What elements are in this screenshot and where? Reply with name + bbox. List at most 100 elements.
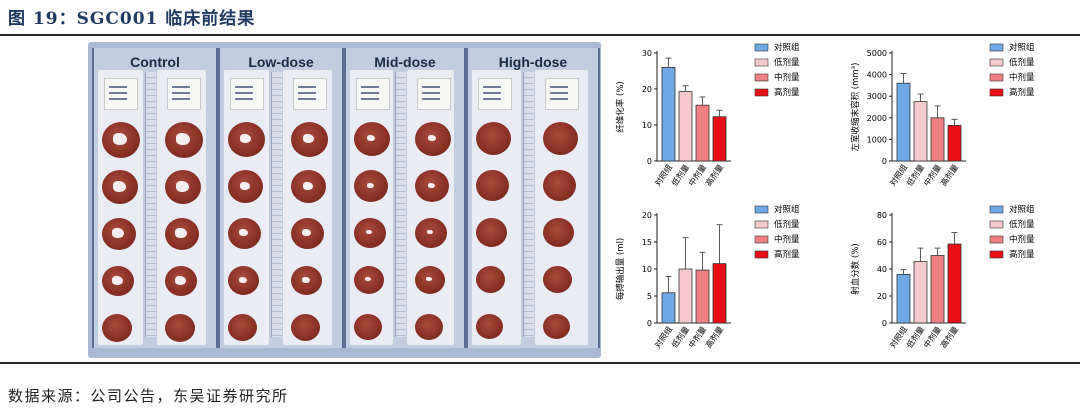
y-axis-label: 每搏输出量 (ml) bbox=[615, 238, 626, 300]
bar bbox=[678, 268, 693, 324]
heart-cavity bbox=[303, 134, 314, 143]
y-axis-label: 射血分数 (%) bbox=[850, 243, 861, 294]
heart-cavity bbox=[366, 182, 374, 188]
legend-label: 中剂量 bbox=[774, 234, 800, 245]
heart-section bbox=[543, 218, 574, 247]
bar bbox=[947, 124, 962, 162]
y-tick-label: 30 bbox=[642, 49, 652, 58]
legend-swatch bbox=[754, 235, 769, 244]
paper-strip bbox=[283, 70, 332, 345]
heart-cavity bbox=[365, 277, 371, 281]
heart-section bbox=[543, 122, 578, 155]
y-tick-label: 5000 bbox=[867, 49, 887, 58]
y-axis-label: 纤维化率 (%) bbox=[615, 81, 626, 132]
legend-swatch bbox=[754, 58, 769, 67]
heart-section bbox=[354, 170, 388, 202]
paper-strip bbox=[350, 70, 393, 345]
y-tick-label: 15 bbox=[642, 238, 652, 247]
heart-cavity bbox=[112, 180, 126, 192]
heart-section bbox=[228, 122, 265, 157]
heart-cavity bbox=[113, 133, 127, 145]
heart-section bbox=[415, 314, 443, 340]
bar bbox=[695, 269, 710, 324]
heart-section bbox=[476, 266, 505, 293]
heart-section bbox=[102, 314, 132, 342]
heart-section-photo: Control Low-dose Mid-dose High-dose bbox=[88, 42, 601, 358]
y-tick-label: 4000 bbox=[867, 71, 887, 80]
heart-section bbox=[165, 218, 199, 250]
bar bbox=[695, 104, 710, 162]
heart-section bbox=[102, 170, 138, 204]
legend-swatch bbox=[754, 73, 769, 82]
heart-section bbox=[543, 266, 572, 293]
specimen-label bbox=[293, 78, 327, 110]
legend-label: 高剂量 bbox=[774, 87, 800, 98]
legend-swatch bbox=[989, 88, 1004, 97]
legend-label: 中剂量 bbox=[1009, 234, 1035, 245]
heart-section bbox=[165, 170, 201, 204]
y-tick-label: 3000 bbox=[867, 92, 887, 101]
specimen-label bbox=[104, 78, 138, 110]
y-tick-label: 5 bbox=[647, 292, 652, 301]
legend-swatch bbox=[989, 235, 1004, 244]
paper-strip bbox=[472, 70, 521, 345]
heart-section bbox=[354, 218, 386, 248]
heart-cavity bbox=[302, 229, 311, 236]
heart-section bbox=[415, 170, 449, 202]
heart-section bbox=[476, 170, 509, 201]
heart-cavity bbox=[427, 182, 435, 188]
bar bbox=[712, 263, 727, 324]
heart-section bbox=[354, 314, 382, 340]
y-tick-label: 0 bbox=[647, 319, 652, 328]
heart-cavity bbox=[367, 135, 375, 141]
specimen-label bbox=[356, 78, 390, 110]
y-tick-label: 1000 bbox=[867, 135, 887, 144]
heart-cavity bbox=[239, 229, 248, 236]
y-tick-label: 20 bbox=[642, 85, 652, 94]
legend-label: 高剂量 bbox=[774, 249, 800, 260]
bar bbox=[661, 292, 676, 324]
heart-section bbox=[354, 266, 384, 294]
heart-section bbox=[291, 266, 322, 295]
y-tick-label: 10 bbox=[642, 121, 652, 130]
paper-strip bbox=[407, 70, 454, 345]
ruler bbox=[145, 72, 156, 337]
ruler bbox=[271, 72, 282, 337]
heart-section bbox=[291, 314, 320, 341]
heart-cavity bbox=[174, 275, 186, 285]
specimen-label bbox=[478, 78, 512, 110]
specimen-label bbox=[545, 78, 579, 110]
heart-section bbox=[228, 170, 263, 203]
bar bbox=[930, 117, 945, 162]
heart-section bbox=[165, 314, 195, 342]
heart-section bbox=[291, 122, 328, 157]
bar bbox=[947, 243, 962, 324]
heart-section bbox=[165, 122, 203, 158]
legend-swatch bbox=[754, 88, 769, 97]
heart-section bbox=[543, 170, 576, 201]
chart-panel: 每搏输出量 (ml)05101520对照组低剂量中剂量高剂量对照组低剂量中剂量高… bbox=[615, 204, 800, 350]
y-tick-label: 0 bbox=[882, 319, 887, 328]
heart-section bbox=[228, 266, 259, 295]
heart-section bbox=[354, 122, 390, 156]
bar bbox=[896, 274, 911, 324]
x-tick-label: 高剂量 bbox=[703, 162, 725, 187]
paper-strip bbox=[98, 70, 143, 345]
heart-section bbox=[102, 122, 140, 158]
heart-section bbox=[415, 218, 447, 248]
legend-label: 低剂量 bbox=[1009, 219, 1035, 230]
specimen-label bbox=[167, 78, 201, 110]
bar bbox=[661, 66, 676, 162]
legend-swatch bbox=[754, 205, 769, 214]
photo-column-label: Mid-dose bbox=[374, 54, 436, 70]
legend-label: 对照组 bbox=[1009, 42, 1035, 53]
legend-label: 对照组 bbox=[774, 42, 800, 53]
bar bbox=[712, 116, 727, 162]
heart-cavity bbox=[176, 133, 190, 145]
heart-cavity bbox=[428, 135, 436, 141]
x-tick-label: 高剂量 bbox=[938, 162, 960, 187]
figure-title: 图 19：SGC001 临床前结果 bbox=[8, 9, 256, 29]
heart-cavity bbox=[301, 276, 310, 283]
heart-section bbox=[476, 218, 507, 247]
